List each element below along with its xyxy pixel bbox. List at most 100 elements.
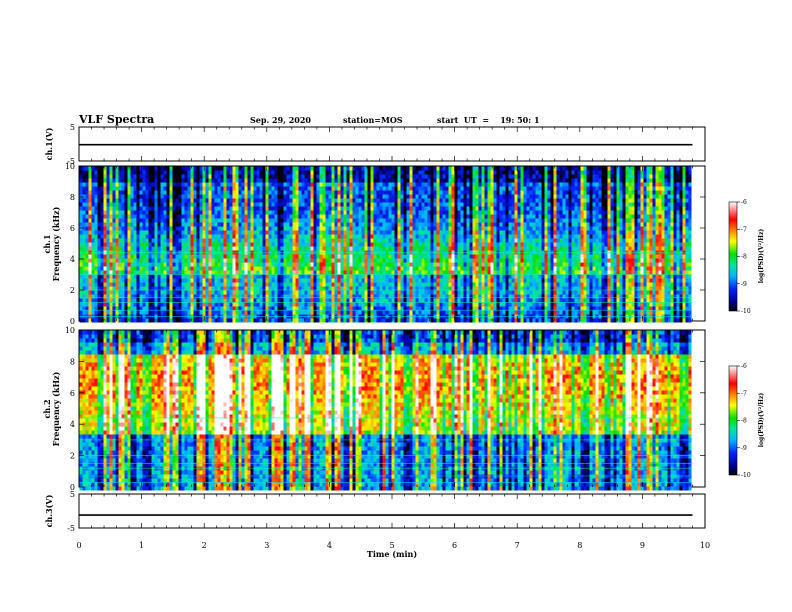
spectrogram-cell <box>139 210 143 215</box>
spectrogram-cell <box>130 182 134 187</box>
spectrogram-cell <box>280 266 284 271</box>
spectrogram-cell <box>304 202 308 207</box>
spectrogram-cell <box>157 202 161 207</box>
spectrogram-cell <box>115 238 119 243</box>
spectrogram-cell <box>400 318 404 323</box>
spectrogram-cell <box>346 262 350 267</box>
spectrogram-cell <box>307 226 311 231</box>
spectrogram-cell <box>103 298 107 303</box>
spectrogram-cell <box>91 174 95 179</box>
spectrogram-cell <box>193 258 197 263</box>
spectrogram-cell <box>454 290 458 295</box>
spectrogram-cell <box>361 278 365 283</box>
spectrogram-cell <box>328 306 332 311</box>
spectrogram-cell <box>274 318 278 323</box>
spectrogram-cell <box>388 230 392 235</box>
spectrogram-cell <box>160 318 164 323</box>
spectrogram-cell <box>355 278 359 283</box>
spectrogram-cell <box>130 222 134 227</box>
spectrogram-cell <box>379 234 383 239</box>
spectrogram-cell <box>136 246 140 251</box>
spectrogram-cell <box>94 238 98 243</box>
spectrogram-cell <box>295 282 299 287</box>
spectrogram-cell <box>175 178 179 183</box>
spectrogram-cell <box>178 230 182 235</box>
spectrogram-cell <box>349 310 353 315</box>
spectrogram-cell <box>208 202 212 207</box>
spectrogram-cell <box>277 234 281 239</box>
spectrogram-cell <box>187 246 191 251</box>
spectrogram-cell <box>130 178 134 183</box>
spectrogram-cell <box>418 310 422 315</box>
spectrogram-cell <box>127 302 131 307</box>
spectrogram-cell <box>112 246 116 251</box>
spectrogram-cell <box>301 278 305 283</box>
spectrogram-cell <box>208 214 212 219</box>
spectrogram-cell <box>166 254 170 259</box>
spectrogram-cell <box>124 178 128 183</box>
spectrogram-cell <box>415 170 419 175</box>
spectrogram-cell <box>166 238 170 243</box>
spectrogram-cell <box>325 298 329 303</box>
spectrogram-cell <box>229 194 233 199</box>
spectrogram-cell <box>256 274 260 279</box>
spectrogram-cell <box>235 258 239 263</box>
spectrogram-cell <box>124 282 128 287</box>
spectrogram-cell <box>82 218 86 223</box>
spectrogram-cell <box>286 306 290 311</box>
spectrogram-cell <box>211 182 215 187</box>
spectrogram-cell <box>358 242 362 247</box>
spectrogram-cell <box>340 242 344 247</box>
spectrogram-cell <box>448 258 452 263</box>
spectrogram-cell <box>334 274 338 279</box>
spectrogram-cell <box>202 210 206 215</box>
spectrogram-cell <box>127 194 131 199</box>
spectrogram-cell <box>415 178 419 183</box>
spectrogram-cell <box>265 270 269 275</box>
spectrogram-cell <box>133 218 137 223</box>
spectrogram-cell <box>322 234 326 239</box>
spectrogram-cell <box>259 318 263 323</box>
spectrogram-cell <box>364 230 368 235</box>
spectrogram-cell <box>304 238 308 243</box>
spectrogram-cell <box>259 274 263 279</box>
spectrogram-cell <box>442 310 446 315</box>
spectrogram-cell <box>202 310 206 315</box>
spectrogram-cell <box>265 194 269 199</box>
spectrogram-cell <box>208 262 212 267</box>
spectrogram-cell <box>88 262 92 267</box>
spectrogram-cell <box>109 258 113 263</box>
spectrogram-cell <box>136 262 140 267</box>
spectrogram-cell <box>163 270 167 275</box>
spectrogram-cell <box>190 302 194 307</box>
spectrogram-cell <box>412 230 416 235</box>
spectrogram-cell <box>301 206 305 211</box>
spectrogram-cell <box>418 230 422 235</box>
spectrogram-cell <box>211 190 215 195</box>
spectrogram-cell <box>244 254 248 259</box>
spectrogram-cell <box>127 182 131 187</box>
spectrogram-cell <box>436 262 440 267</box>
spectrogram-cell <box>385 210 389 215</box>
spectrogram-cell <box>358 234 362 239</box>
spectrogram-cell <box>88 202 92 207</box>
spectrogram-cell <box>277 210 281 215</box>
spectrogram-cell <box>268 210 272 215</box>
spectrogram-cell <box>433 210 437 215</box>
spectrogram-cell <box>289 218 293 223</box>
spectrogram-cell <box>439 178 443 183</box>
spectrogram-cell <box>271 174 275 179</box>
spectrogram-cell <box>79 262 83 267</box>
spectrogram-cell <box>397 218 401 223</box>
spectrogram-cell <box>349 178 353 183</box>
spectrogram-cell <box>130 206 134 211</box>
spectrogram-cell <box>190 274 194 279</box>
spectrogram-cell <box>331 262 335 267</box>
spectrogram-cell <box>379 190 383 195</box>
spectrogram-cell <box>88 294 92 299</box>
spectrogram-cell <box>310 258 314 263</box>
spectrogram-cell <box>265 310 269 315</box>
spectrogram-cell <box>259 294 263 299</box>
spectrogram-cell <box>319 210 323 215</box>
spectrogram-cell <box>310 290 314 295</box>
